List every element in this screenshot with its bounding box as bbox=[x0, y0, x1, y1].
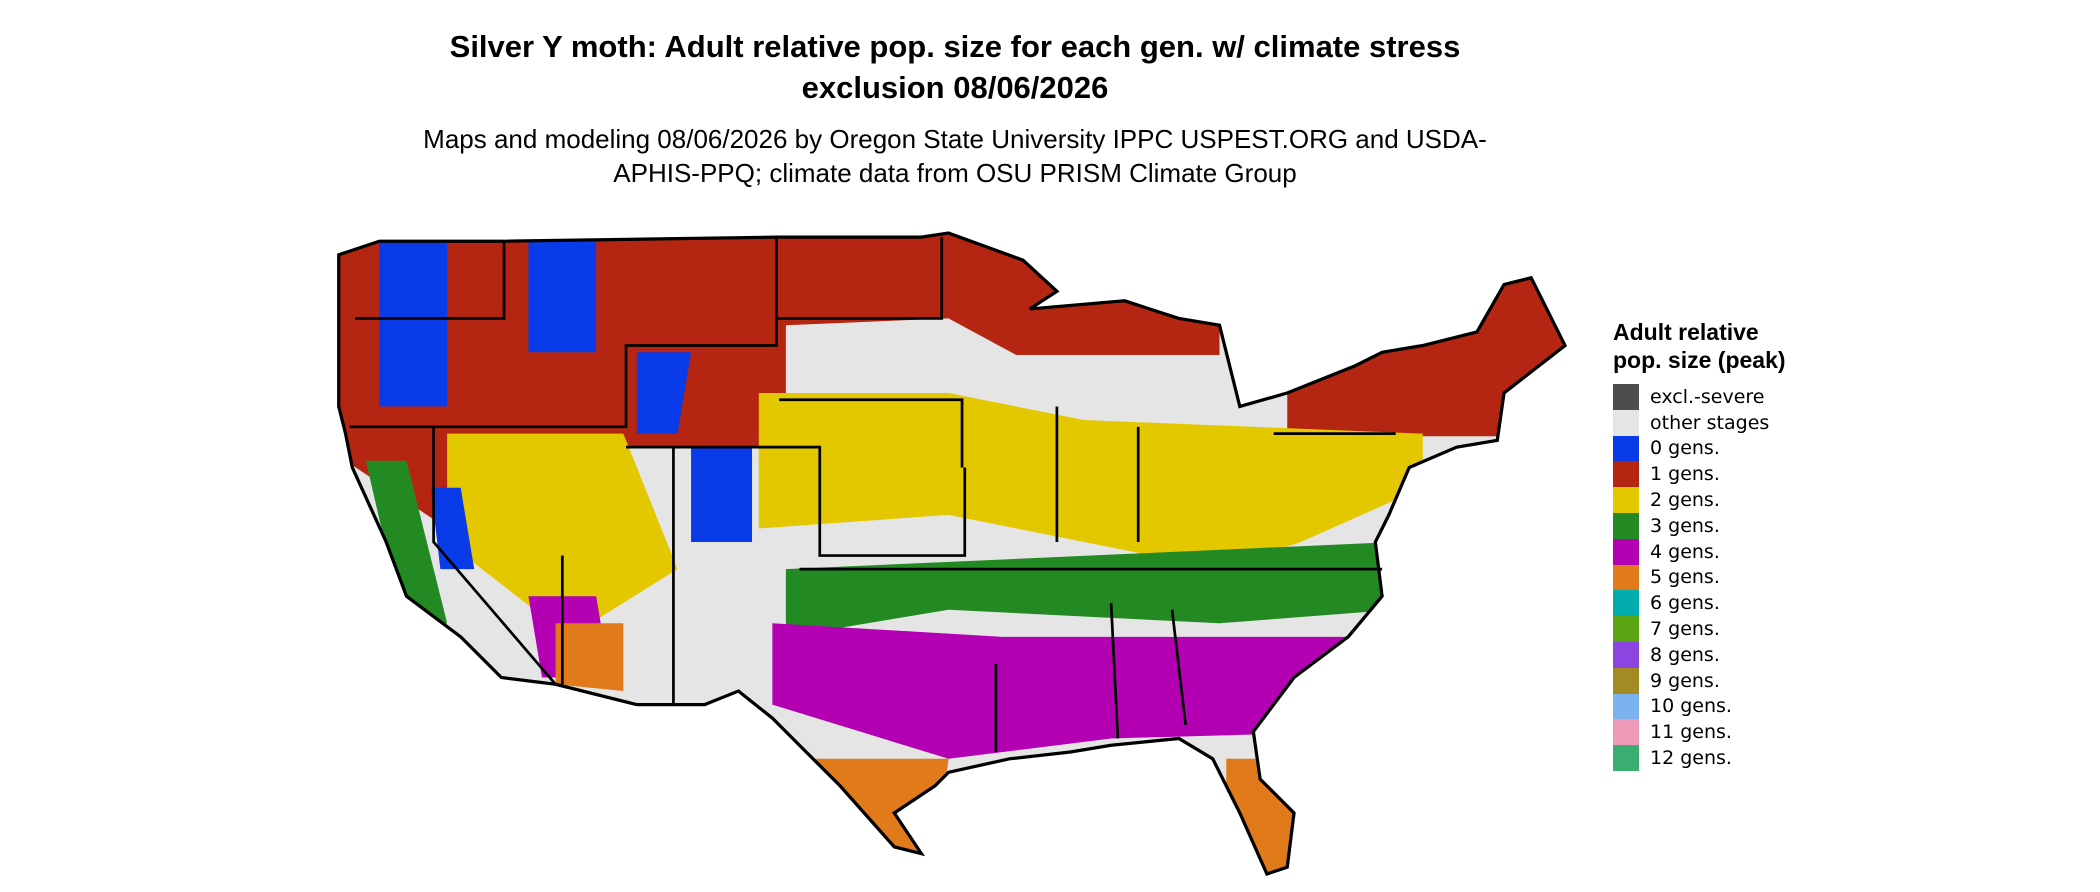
legend-item: 2 gens. bbox=[1613, 487, 1813, 513]
legend-item: 0 gens. bbox=[1613, 435, 1813, 462]
legend-label: 2 gens. bbox=[1650, 489, 1720, 512]
legend-label: 0 gens. bbox=[1650, 437, 1720, 460]
legend-label: 8 gens. bbox=[1650, 643, 1720, 666]
border bbox=[1170, 609, 1187, 726]
subtitle: Maps and modeling 08/06/2026 by Oregon S… bbox=[423, 124, 1487, 188]
legend-swatch bbox=[1613, 693, 1639, 720]
legend-label: 1 gens. bbox=[1650, 463, 1720, 486]
border bbox=[776, 237, 944, 320]
legend-item: 3 gens. bbox=[1613, 512, 1813, 539]
region bbox=[785, 542, 1396, 637]
legend-swatch bbox=[1613, 667, 1639, 694]
legend-item: other stages bbox=[1613, 409, 1813, 436]
legend-item: 11 gens. bbox=[1613, 719, 1813, 746]
region bbox=[636, 352, 692, 434]
legend-item: 10 gens. bbox=[1613, 693, 1813, 720]
legend-swatch bbox=[1613, 616, 1639, 642]
region bbox=[430, 487, 475, 570]
legend-label: 3 gens. bbox=[1650, 514, 1720, 537]
legend: Adult relative pop. size (peak) excl.-se… bbox=[1613, 318, 1813, 771]
legend-label: 10 gens. bbox=[1650, 695, 1732, 718]
legend-label: 9 gens. bbox=[1650, 669, 1720, 692]
region bbox=[379, 241, 448, 407]
legend-swatch bbox=[1613, 461, 1639, 488]
legend-swatch bbox=[1613, 435, 1639, 462]
legend-swatch bbox=[1613, 487, 1639, 513]
region bbox=[758, 392, 1423, 570]
legend-swatch bbox=[1613, 538, 1639, 565]
legend-label: 6 gens. bbox=[1650, 592, 1720, 615]
legend-item: 7 gens. bbox=[1613, 616, 1813, 642]
legend-label: excl.-severe bbox=[1650, 385, 1765, 408]
title: Silver Y moth: Adult relative pop. size … bbox=[449, 29, 1461, 105]
border bbox=[432, 426, 557, 686]
legend-title: Adult relative pop. size (peak) bbox=[1613, 319, 1786, 373]
region bbox=[447, 433, 678, 637]
legend-label: 4 gens. bbox=[1650, 540, 1720, 563]
region bbox=[691, 447, 753, 542]
legend-label: 7 gens. bbox=[1650, 618, 1720, 641]
border bbox=[1109, 602, 1120, 739]
legend-item: 4 gens. bbox=[1613, 538, 1813, 565]
region bbox=[772, 623, 1355, 759]
legend-label: other stages bbox=[1650, 411, 1770, 434]
state-borders bbox=[349, 237, 1396, 753]
region bbox=[555, 623, 624, 692]
legend-swatch bbox=[1613, 641, 1639, 668]
border bbox=[349, 237, 778, 429]
legend-label: 12 gens. bbox=[1650, 747, 1732, 770]
border bbox=[355, 241, 506, 320]
legend-swatch bbox=[1613, 745, 1639, 771]
legend-item: 1 gens. bbox=[1613, 461, 1813, 488]
legend-swatch bbox=[1613, 564, 1639, 591]
legend-label: 11 gens. bbox=[1650, 721, 1732, 744]
legend-item: 6 gens. bbox=[1613, 590, 1813, 617]
legend-item: 8 gens. bbox=[1613, 641, 1813, 668]
legend-swatch bbox=[1613, 384, 1639, 410]
legend-item: 5 gens. bbox=[1613, 564, 1813, 591]
legend-item: 12 gens. bbox=[1613, 745, 1813, 771]
legend-item: excl.-severe bbox=[1613, 384, 1813, 410]
region bbox=[365, 460, 448, 637]
legend-swatch bbox=[1613, 590, 1639, 617]
region bbox=[813, 758, 949, 868]
region bbox=[948, 233, 1220, 356]
legend-items: excl.-severe other stages 0 gens. 1 gens. 2 … bbox=[1613, 384, 1813, 771]
legend-swatch bbox=[1613, 719, 1639, 746]
border bbox=[626, 445, 967, 557]
legend-swatch bbox=[1613, 512, 1639, 539]
legend-swatch bbox=[1613, 409, 1639, 436]
border bbox=[779, 398, 964, 468]
legend-item: 9 gens. bbox=[1613, 667, 1813, 694]
region bbox=[528, 241, 597, 353]
region bbox=[1287, 264, 1566, 437]
legend-label: 5 gens. bbox=[1650, 566, 1720, 589]
